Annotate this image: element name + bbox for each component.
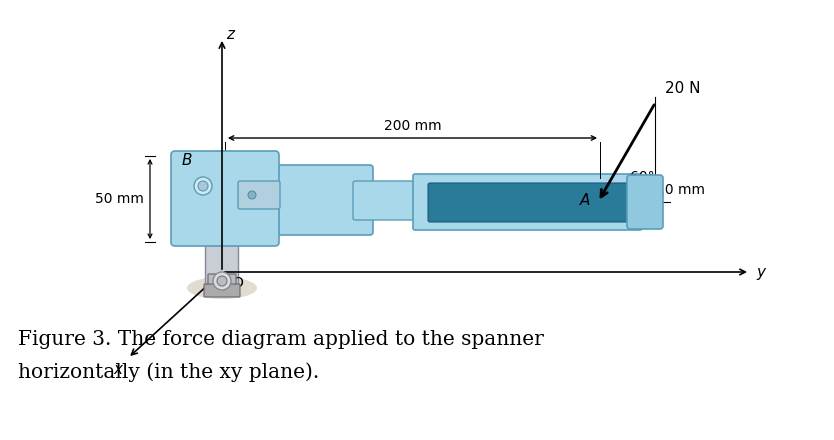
FancyBboxPatch shape [208,274,236,293]
Circle shape [248,191,256,199]
Text: 50 mm: 50 mm [95,192,144,206]
Text: 20 N: 20 N [666,81,701,96]
FancyBboxPatch shape [171,151,279,246]
Circle shape [194,177,212,195]
Circle shape [217,276,227,286]
Text: horizontally (in the xy plane).: horizontally (in the xy plane). [18,362,319,381]
FancyBboxPatch shape [353,181,432,220]
FancyBboxPatch shape [204,284,240,297]
FancyBboxPatch shape [627,175,663,229]
Text: 200 mm: 200 mm [384,119,441,133]
Text: z: z [226,27,234,42]
FancyBboxPatch shape [260,165,373,235]
FancyBboxPatch shape [413,174,642,230]
Text: 10 mm: 10 mm [656,183,705,197]
FancyBboxPatch shape [238,181,280,209]
Ellipse shape [187,277,257,299]
Text: B: B [182,153,192,168]
Text: Figure 3. The force diagram applied to the spanner: Figure 3. The force diagram applied to t… [18,330,544,349]
Text: 60°: 60° [630,170,655,184]
Text: A: A [580,193,590,208]
Circle shape [213,272,231,290]
FancyBboxPatch shape [205,238,239,285]
Circle shape [198,181,208,191]
Text: x: x [113,362,122,377]
Text: O: O [232,276,243,290]
Text: y: y [756,264,765,279]
FancyBboxPatch shape [428,183,632,222]
